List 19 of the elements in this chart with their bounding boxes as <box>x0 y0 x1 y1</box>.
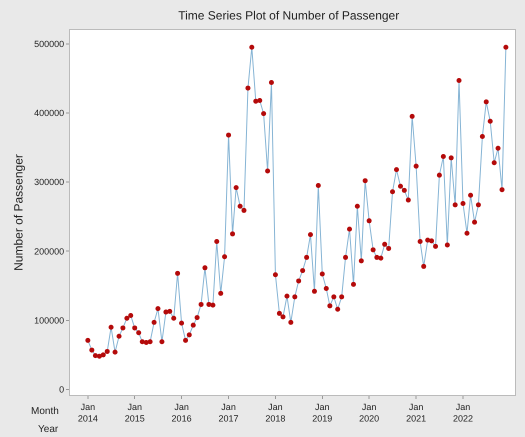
x-tick-label: Jan 2016 <box>172 402 192 424</box>
y-tick-label: 500000 <box>34 38 64 49</box>
x-tick-label: Jan 2020 <box>359 402 380 424</box>
x-tick-label: Jan 2015 <box>124 402 145 424</box>
text: Month <box>31 406 59 417</box>
y-tick-label: 200000 <box>34 246 64 256</box>
x-tick-label: Jan 2022 <box>452 402 474 424</box>
x-tick-label: Jan 2017 <box>218 402 239 424</box>
x-tick-label: Jan 2021 <box>406 402 426 424</box>
x-tick-label: Jan 2018 <box>265 402 286 424</box>
y-tick-label: 400000 <box>34 108 64 118</box>
x-tick-label: Jan 2019 <box>312 402 332 424</box>
chart-title: Time Series Plot of Number of Passenger <box>178 8 400 22</box>
y-axis-title: Number of Passenger <box>11 154 26 271</box>
text: Year <box>38 424 59 435</box>
x-tick-label: Jan 2014 <box>78 402 98 424</box>
y-tick-label: 300000 <box>34 177 64 188</box>
y-tick-label: 100000 <box>34 315 64 326</box>
y-tick-label: 0 <box>59 384 64 395</box>
